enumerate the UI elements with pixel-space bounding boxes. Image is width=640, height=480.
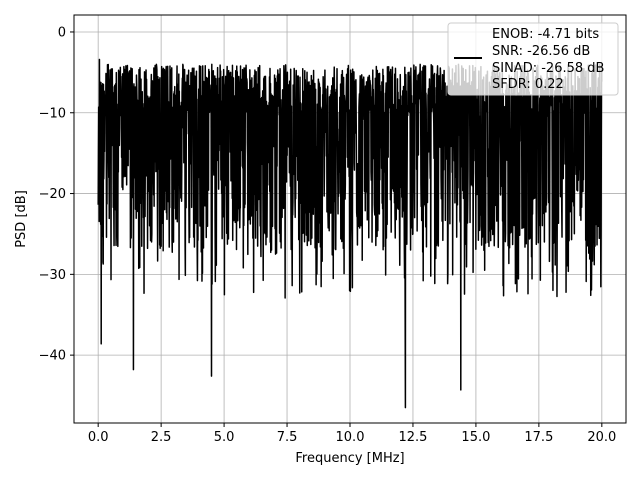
x-tick-label: 12.5 (398, 430, 427, 445)
x-axis-ticks: 0.0 2.5 5.0 7.5 10.0 12.5 15.0 17.5 20.0 (88, 423, 616, 445)
legend-line-snr: SNR: -26.56 dB (492, 44, 590, 59)
x-tick-label: 15.0 (461, 430, 490, 445)
x-tick-label: 17.5 (524, 430, 553, 445)
plot-area (97, 58, 603, 409)
legend-line-sfdr: SFDR: 0.22 (492, 77, 564, 92)
psd-series-line (97, 58, 603, 409)
legend: ENOB: -4.71 bits SNR: -26.56 dB SINAD: -… (447, 22, 619, 96)
x-tick-label: 20.0 (587, 430, 616, 445)
y-tick-label: −10 (39, 106, 66, 121)
x-tick-label: 10.0 (336, 430, 365, 445)
y-tick-label: −40 (39, 349, 66, 364)
legend-line-sinad: SINAD: -26.58 dB (492, 61, 604, 76)
x-tick-label: 7.5 (277, 430, 298, 445)
y-axis-label: PSD [dB] (14, 190, 29, 248)
x-tick-label: 2.5 (151, 430, 172, 445)
x-tick-label: 5.0 (214, 430, 235, 445)
y-tick-label: −20 (39, 187, 66, 202)
legend-box (447, 22, 619, 96)
y-axis-ticks: 0 −10 −20 −30 −40 (39, 25, 74, 364)
y-tick-label: 0 (58, 25, 66, 40)
x-tick-label: 0.0 (88, 430, 109, 445)
legend-line-enob: ENOB: -4.71 bits (492, 27, 599, 42)
y-tick-label: −30 (39, 268, 66, 283)
x-axis-label: Frequency [MHz] (295, 451, 404, 466)
